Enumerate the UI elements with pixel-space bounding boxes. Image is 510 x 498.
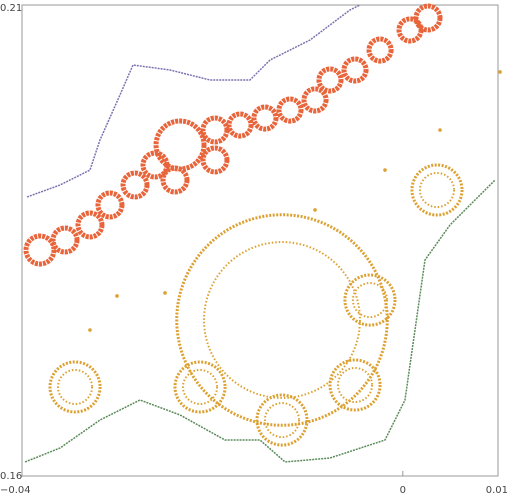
ring xyxy=(203,241,361,399)
halo xyxy=(48,360,102,414)
point xyxy=(498,70,502,74)
halo xyxy=(173,360,227,414)
ring xyxy=(351,281,388,319)
point xyxy=(163,291,167,295)
ring xyxy=(181,368,219,406)
x-tick-label: 0 xyxy=(400,485,406,496)
series-line xyxy=(24,179,496,463)
halo xyxy=(255,393,309,447)
ring xyxy=(23,233,57,267)
ring xyxy=(341,56,369,84)
ring xyxy=(75,210,105,240)
frame xyxy=(21,4,499,477)
y-tick-label: 0.21 xyxy=(0,3,22,14)
ring xyxy=(413,3,443,33)
halo xyxy=(410,163,464,217)
ring xyxy=(50,225,80,255)
point xyxy=(115,294,119,298)
series-line xyxy=(26,4,361,198)
x-tick-label: 0.01 xyxy=(486,485,508,496)
ring xyxy=(251,104,279,132)
ring xyxy=(276,96,304,124)
ring xyxy=(226,111,254,139)
halo xyxy=(328,358,382,412)
ring xyxy=(200,145,230,175)
ring xyxy=(301,86,329,114)
y-tick-label: 0.16 xyxy=(0,471,22,482)
ring xyxy=(120,170,150,200)
ring xyxy=(418,171,456,209)
ring xyxy=(263,402,301,439)
halo xyxy=(343,273,397,327)
ring xyxy=(95,190,125,220)
point xyxy=(88,328,92,332)
ring xyxy=(200,115,230,145)
ring xyxy=(160,165,190,195)
ring xyxy=(140,150,170,180)
ring xyxy=(366,36,394,64)
ring xyxy=(336,366,374,404)
ring xyxy=(56,368,94,406)
point xyxy=(438,128,442,132)
point xyxy=(383,168,387,172)
point xyxy=(313,208,317,212)
x-tick-label: −0.04 xyxy=(0,485,31,496)
ring xyxy=(316,66,344,94)
ring xyxy=(153,118,207,172)
